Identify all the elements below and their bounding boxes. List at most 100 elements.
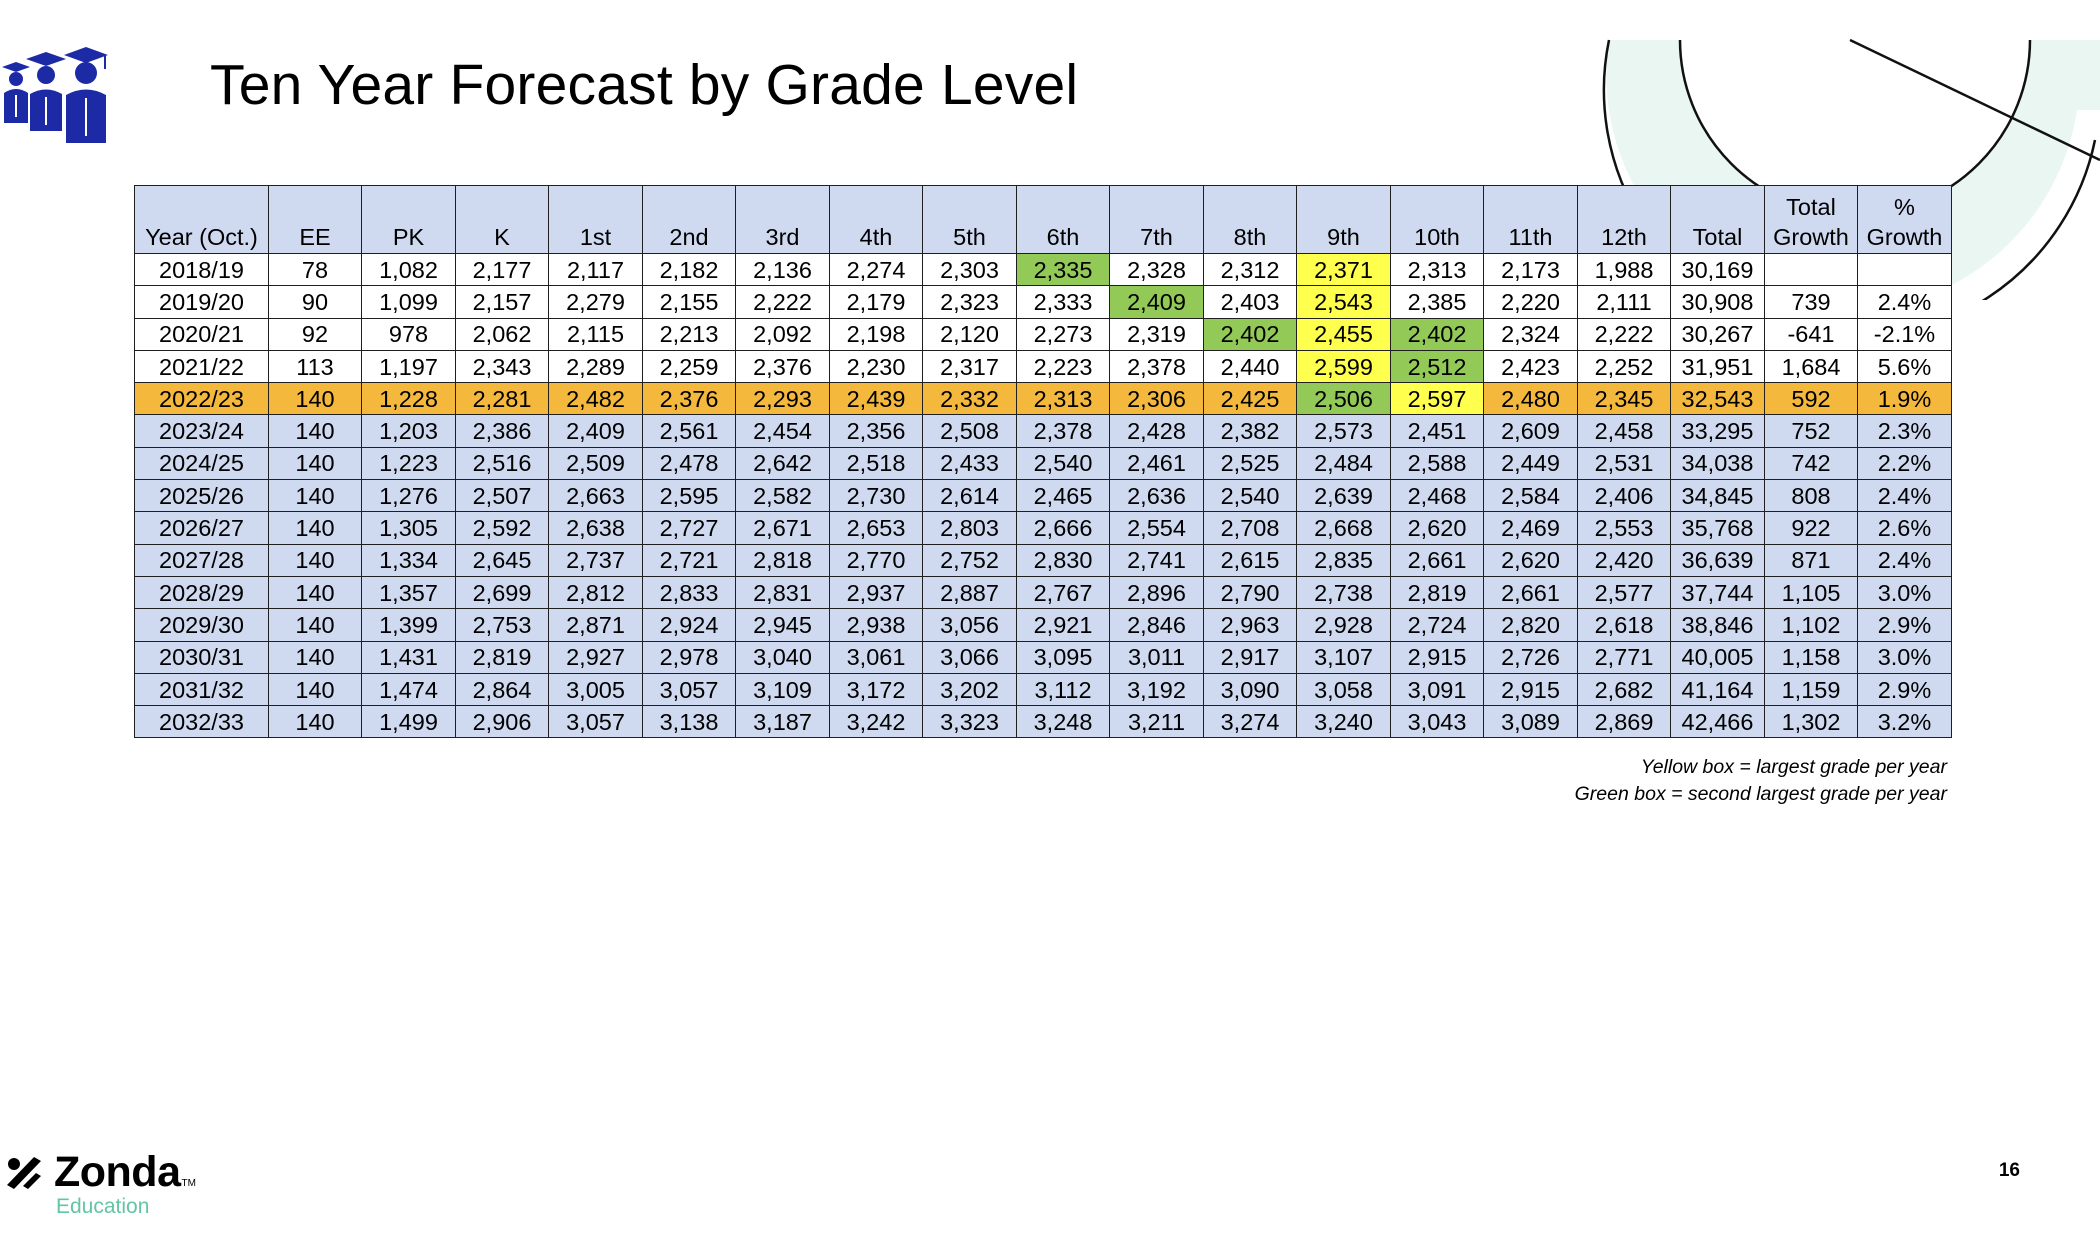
value-cell: 2,721 <box>642 543 736 577</box>
value-cell: 2,378 <box>1016 414 1110 448</box>
column-header-label: Growth <box>1773 224 1849 250</box>
value-cell: 2,584 <box>1483 479 1578 513</box>
column-header: % Growth <box>1857 185 1952 254</box>
year-cell: 2019/20 <box>134 285 269 319</box>
value-cell: 2,835 <box>1296 543 1391 577</box>
value-cell: 1,474 <box>361 672 456 707</box>
value-cell: 1,357 <box>361 575 456 610</box>
value-cell: 2,458 <box>1577 414 1671 448</box>
value-cell: 3,187 <box>735 705 830 739</box>
value-cell: 3,057 <box>548 705 643 739</box>
value-cell: 1,276 <box>361 479 456 513</box>
year-cell: 2031/32 <box>134 672 269 707</box>
value-cell: 2,543 <box>1296 285 1391 319</box>
value-cell: 3,242 <box>829 705 923 739</box>
column-header-label: 3rd <box>765 224 800 250</box>
value-cell: 592 <box>1764 382 1858 416</box>
value-cell: 2,516 <box>455 446 549 481</box>
table-row: 2018/19 78 1,082 2,177 2,117 2,182 2,136 2,274 2… <box>134 252 1952 287</box>
value-cell: 1,399 <box>361 608 456 642</box>
year-cell: 2027/28 <box>134 543 269 577</box>
value-cell: 2,753 <box>455 608 549 642</box>
value-cell: 140 <box>268 414 362 448</box>
legend-green: Green box = second largest grade per yea… <box>1574 783 1947 805</box>
value-cell: 42,466 <box>1670 705 1765 739</box>
value-cell: 2,335 <box>1016 252 1110 287</box>
value-cell: 2,465 <box>1016 479 1110 513</box>
year-cell: 2021/22 <box>134 349 269 384</box>
value-cell: 2,230 <box>829 349 923 384</box>
value-cell: 3,095 <box>1016 640 1110 674</box>
value-cell: 2,313 <box>1016 382 1110 416</box>
value-cell: 1,305 <box>361 511 456 545</box>
value-cell: 1,102 <box>1764 608 1858 642</box>
value-cell: 2.4% <box>1857 479 1952 513</box>
column-header: Total Growth <box>1764 185 1858 254</box>
value-cell: 2,819 <box>1390 575 1484 610</box>
column-header-label: 11th <box>1508 224 1553 250</box>
value-cell: 34,038 <box>1670 446 1765 481</box>
value-cell: 2,343 <box>455 349 549 384</box>
value-cell: 2,252 <box>1577 349 1671 384</box>
value-cell: 2,484 <box>1296 446 1391 481</box>
value-cell: 978 <box>361 317 456 351</box>
year-cell: 2030/31 <box>134 640 269 674</box>
value-cell: 2,433 <box>922 446 1017 481</box>
value-cell <box>1857 252 1952 287</box>
value-cell: 808 <box>1764 479 1858 513</box>
year-cell: 2024/25 <box>134 446 269 481</box>
column-header: 4th <box>829 185 923 254</box>
value-cell: 2,741 <box>1109 543 1204 577</box>
year-cell: 2028/29 <box>134 575 269 610</box>
value-cell: 2,915 <box>1390 640 1484 674</box>
value-cell: 35,768 <box>1670 511 1765 545</box>
value-cell: 140 <box>268 479 362 513</box>
value-cell: 92 <box>268 317 362 351</box>
column-header-line1: % <box>1894 194 1915 220</box>
year-cell: 2020/21 <box>134 317 269 351</box>
value-cell: 2,642 <box>735 446 830 481</box>
column-header-label: 7th <box>1140 224 1173 250</box>
header-row: Year (Oct.) EE PK K 1st 2nd 3rd 4th 5th 6th 7th 8th… <box>134 185 1952 254</box>
column-header-label: 1st <box>579 224 612 250</box>
value-cell: 1.9% <box>1857 382 1952 416</box>
value-cell: 2,661 <box>1483 575 1578 610</box>
value-cell: 1,159 <box>1764 672 1858 707</box>
value-cell: 2,409 <box>548 414 643 448</box>
value-cell: 2,597 <box>1390 382 1484 416</box>
value-cell: 2,222 <box>735 285 830 319</box>
value-cell: 1,334 <box>361 543 456 577</box>
value-cell: 40,005 <box>1670 640 1765 674</box>
value-cell: 2,420 <box>1577 543 1671 577</box>
value-cell: 2,469 <box>1483 511 1578 545</box>
value-cell: 2,274 <box>829 252 923 287</box>
value-cell: 38,846 <box>1670 608 1765 642</box>
value-cell: 2,386 <box>455 414 549 448</box>
column-header: 7th <box>1109 185 1204 254</box>
value-cell: 2.6% <box>1857 511 1952 545</box>
value-cell: 2.9% <box>1857 672 1952 707</box>
column-header-label: 2nd <box>669 224 709 250</box>
value-cell: 2,661 <box>1390 543 1484 577</box>
value-cell: 2,179 <box>829 285 923 319</box>
value-cell: 2,439 <box>829 382 923 416</box>
value-cell: 752 <box>1764 414 1858 448</box>
value-cell: 2,451 <box>1390 414 1484 448</box>
value-cell: 2,737 <box>548 543 643 577</box>
brand-logo: Zonda TM Education <box>6 1148 196 1219</box>
value-cell: 2,724 <box>1390 608 1484 642</box>
graduates-icon <box>2 47 108 143</box>
value-cell: 2,666 <box>1016 511 1110 545</box>
column-header: 8th <box>1203 185 1297 254</box>
value-cell: 2,177 <box>455 252 549 287</box>
value-cell: 2,820 <box>1483 608 1578 642</box>
value-cell: 2,682 <box>1577 672 1671 707</box>
value-cell: 2,356 <box>829 414 923 448</box>
value-cell: 2,324 <box>1483 317 1578 351</box>
column-header: 1st <box>548 185 643 254</box>
year-cell: 2018/19 <box>134 252 269 287</box>
value-cell: 2,402 <box>1203 317 1297 351</box>
value-cell: 2,615 <box>1203 543 1297 577</box>
value-cell: 3,274 <box>1203 705 1297 739</box>
value-cell: 2,376 <box>642 382 736 416</box>
